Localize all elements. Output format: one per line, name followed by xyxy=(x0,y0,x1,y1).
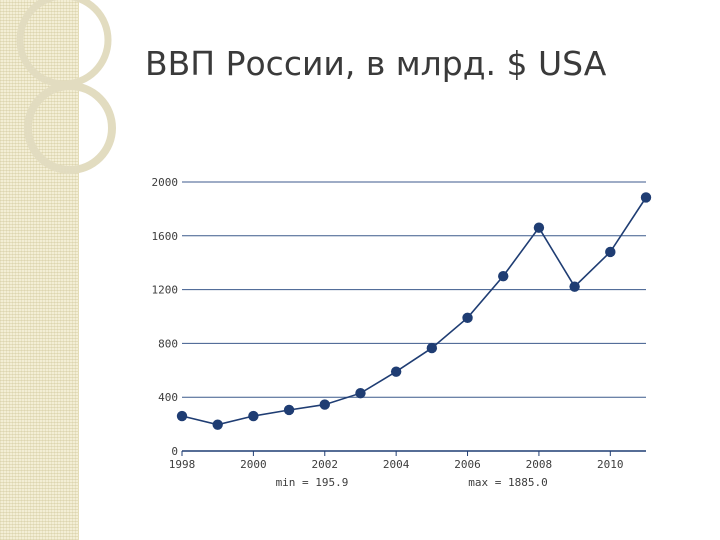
decorative-circles xyxy=(16,0,116,174)
y-tick-label-0: 0 xyxy=(171,445,178,458)
data-point-2005 xyxy=(426,342,438,354)
y-tick-label-800: 800 xyxy=(158,337,178,350)
x-tick-label-2002: 2002 xyxy=(312,458,339,471)
data-point-2004 xyxy=(390,366,402,377)
data-point-2007 xyxy=(498,270,509,282)
slide-title: ВВП России, в млрд. $ USA xyxy=(145,44,607,83)
series-line-0 xyxy=(181,197,647,426)
data-point-2009 xyxy=(569,281,580,292)
x-tick-label-2006: 2006 xyxy=(454,458,481,471)
grid-layer xyxy=(182,181,646,452)
x-tick-label-2004: 2004 xyxy=(383,458,410,471)
data-point-2008 xyxy=(533,222,545,233)
y-tick-label-400: 400 xyxy=(158,391,178,404)
data-point-2011 xyxy=(640,192,652,203)
data-point-2010 xyxy=(605,246,616,258)
min-stat-label: min = 195.9 xyxy=(276,476,349,489)
y-tick-label-1200: 1200 xyxy=(152,284,179,297)
decorative-circle-bottom xyxy=(24,82,116,174)
data-point-2000 xyxy=(248,410,259,422)
axis-layer: 0 400 800 1200 1600 2000 1998 2000 2002 2004 2006 2… xyxy=(152,176,624,471)
data-point-1998 xyxy=(176,410,188,422)
max-stat-label: max = 1885.0 xyxy=(468,476,547,489)
x-tick-label-2000: 2000 xyxy=(240,458,267,471)
data-point-2002 xyxy=(319,399,330,410)
series-layer xyxy=(176,192,652,430)
y-tick-label-2000: 2000 xyxy=(152,176,179,189)
y-tick-label-1600: 1600 xyxy=(152,230,179,243)
x-tick-label-1998: 1998 xyxy=(169,458,196,471)
x-tick-label-2008: 2008 xyxy=(526,458,553,471)
data-point-1999 xyxy=(212,419,223,430)
label-layer: min = 195.9 max = 1885.0 xyxy=(276,476,548,489)
data-point-2006 xyxy=(462,312,473,324)
x-tick-label-2010: 2010 xyxy=(597,458,624,471)
data-point-2001 xyxy=(283,404,295,416)
data-point-2003 xyxy=(355,387,366,399)
